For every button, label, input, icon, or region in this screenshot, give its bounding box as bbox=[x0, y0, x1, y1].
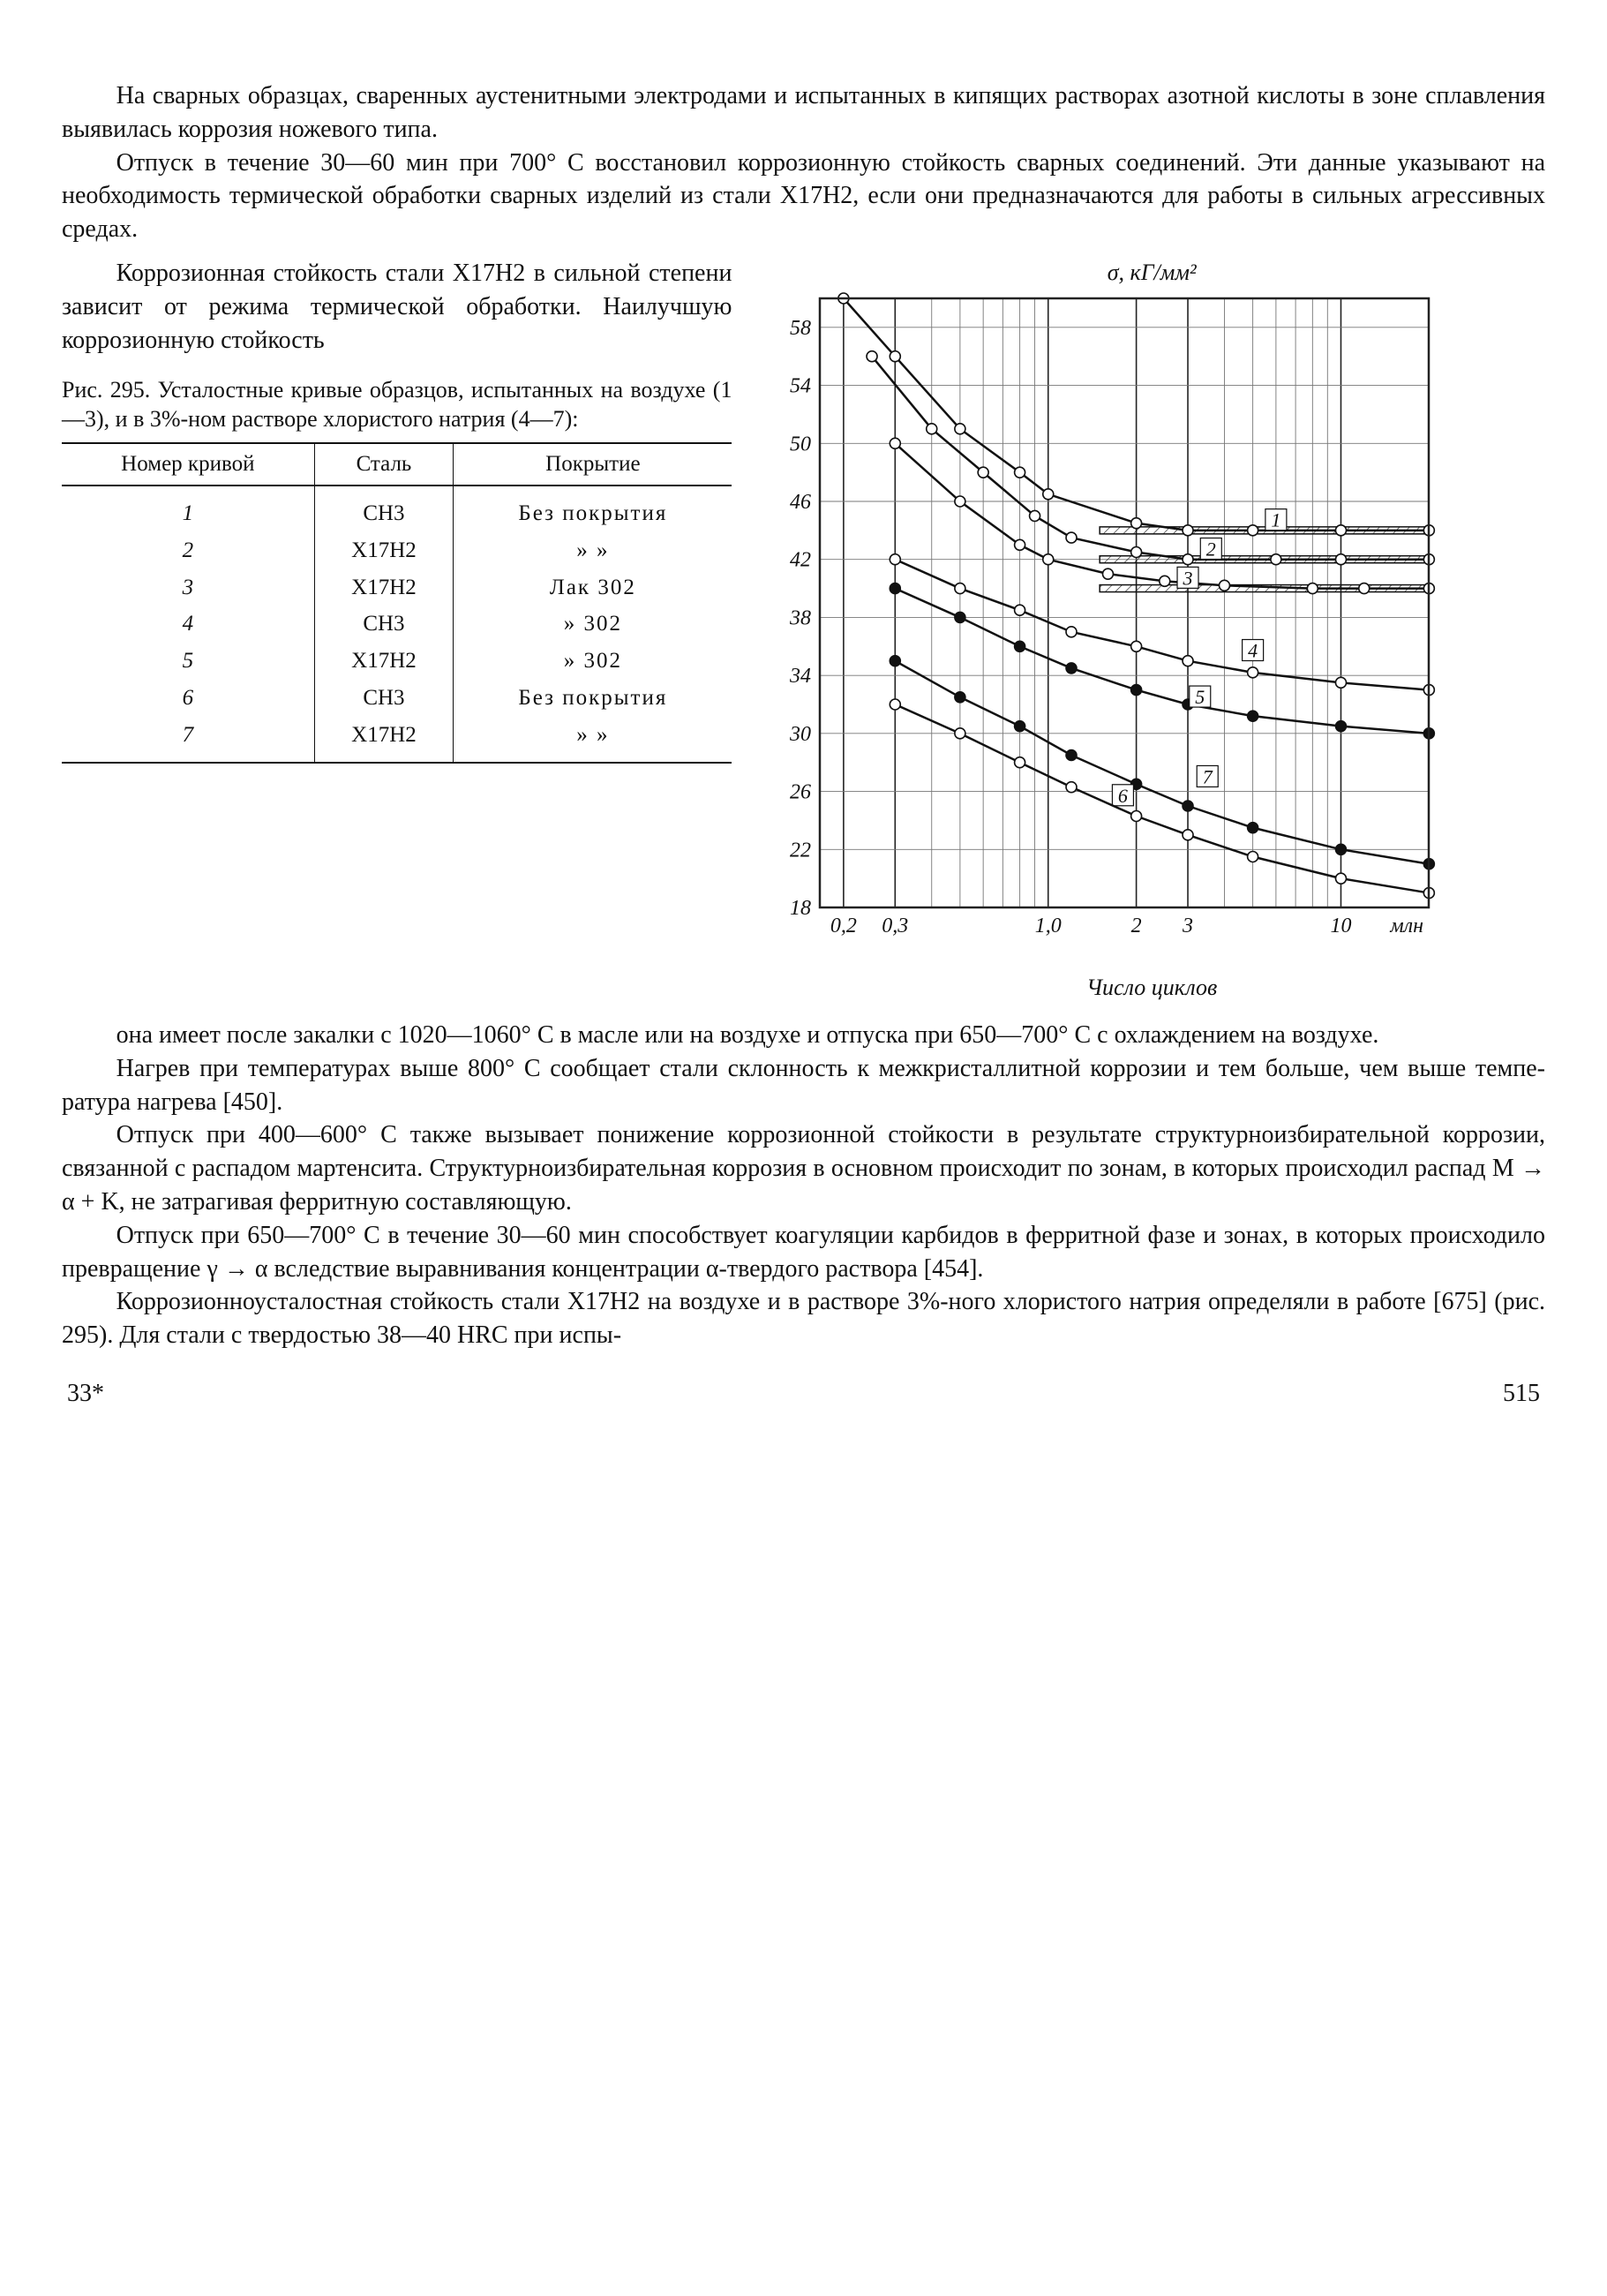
coating-cell: » » bbox=[454, 532, 732, 569]
svg-text:22: 22 bbox=[790, 839, 811, 862]
table-row: 1СН3Без покрытия bbox=[62, 486, 732, 532]
table-header: Покрытие bbox=[454, 443, 732, 486]
fatigue-chart: 18222630343842465054580,20,31,02310млн12… bbox=[758, 290, 1446, 960]
table-row: 2Х17Н2» » bbox=[62, 532, 732, 569]
paragraph: Нагрев при температурах выше 800° С сооб… bbox=[62, 1052, 1545, 1119]
chart-x-axis-title: Число циклов bbox=[758, 972, 1545, 1003]
page-footer: 33* 515 bbox=[62, 1377, 1545, 1411]
steel-cell: Х17Н2 bbox=[314, 717, 454, 764]
curve-number: 5 bbox=[62, 643, 314, 680]
curve-number: 1 bbox=[62, 486, 314, 532]
coating-cell: Без покрытия bbox=[454, 680, 732, 717]
coating-cell: » 302 bbox=[454, 606, 732, 643]
table-row: 7Х17Н2» » bbox=[62, 717, 732, 764]
svg-text:50: 50 bbox=[790, 433, 811, 455]
svg-text:1: 1 bbox=[1272, 509, 1281, 531]
steel-cell: СН3 bbox=[314, 680, 454, 717]
steel-cell: СН3 bbox=[314, 486, 454, 532]
paragraph: На сварных образцах, сваренных аустенитн… bbox=[62, 79, 1545, 147]
table-header: Номер кривой bbox=[62, 443, 314, 486]
table-row: 6СН3Без покрытия bbox=[62, 680, 732, 717]
svg-text:46: 46 bbox=[790, 491, 811, 514]
chart-wrap: σ, кГ/мм² 18222630343842465054580,20,31,… bbox=[758, 257, 1545, 1003]
svg-text:2: 2 bbox=[1206, 538, 1216, 561]
curve-number: 7 bbox=[62, 717, 314, 764]
steel-cell: Х17Н2 bbox=[314, 532, 454, 569]
paragraph: Отпуск при 650—700° С в течение 30—60 ми… bbox=[62, 1219, 1545, 1286]
svg-text:42: 42 bbox=[790, 549, 811, 572]
svg-text:4: 4 bbox=[1249, 640, 1258, 662]
curve-number: 6 bbox=[62, 680, 314, 717]
figure-left-column: Коррозионная стойкость стали Х17Н2 в сил… bbox=[62, 257, 732, 764]
svg-text:18: 18 bbox=[790, 897, 811, 920]
svg-text:0,2: 0,2 bbox=[830, 915, 857, 937]
curve-number: 2 bbox=[62, 532, 314, 569]
svg-text:58: 58 bbox=[790, 317, 811, 340]
steel-cell: Х17Н2 bbox=[314, 569, 454, 606]
svg-text:2: 2 bbox=[1131, 915, 1142, 937]
paragraph: Отпуск при 400—600° С также вызывает пон… bbox=[62, 1118, 1545, 1218]
steel-cell: Х17Н2 bbox=[314, 643, 454, 680]
chart-y-unit: σ, кГ/мм² bbox=[758, 257, 1545, 288]
svg-text:млн: млн bbox=[1390, 915, 1424, 937]
figure-right-column: σ, кГ/мм² 18222630343842465054580,20,31,… bbox=[758, 257, 1545, 1003]
svg-text:38: 38 bbox=[789, 607, 811, 630]
coating-cell: Без покрытия bbox=[454, 486, 732, 532]
svg-text:3: 3 bbox=[1182, 915, 1193, 937]
footer-left: 33* bbox=[67, 1377, 104, 1411]
curves-table: Номер кривой Сталь Покрытие 1СН3Без покр… bbox=[62, 442, 732, 764]
coating-cell: » » bbox=[454, 717, 732, 764]
svg-text:34: 34 bbox=[789, 665, 811, 688]
figure-block: Коррозионная стойкость стали Х17Н2 в сил… bbox=[62, 257, 1545, 1003]
paragraph: Отпуск в течение 30—60 мин при 700° С во… bbox=[62, 147, 1545, 246]
curve-number: 4 bbox=[62, 606, 314, 643]
coating-cell: » 302 bbox=[454, 643, 732, 680]
table-body: 1СН3Без покрытия2Х17Н2» »3Х17Н2Лак 3024С… bbox=[62, 486, 732, 763]
page: На сварных образцах, сваренных аустенитн… bbox=[62, 79, 1545, 1411]
svg-text:5: 5 bbox=[1196, 686, 1205, 708]
svg-text:54: 54 bbox=[790, 375, 811, 398]
footer-right: 515 bbox=[1503, 1377, 1540, 1411]
svg-text:1,0: 1,0 bbox=[1035, 915, 1062, 937]
steel-cell: СН3 bbox=[314, 606, 454, 643]
paragraph: Коррозионноусталостная стойкость стали Х… bbox=[62, 1285, 1545, 1352]
svg-text:26: 26 bbox=[790, 781, 811, 804]
table-header: Сталь bbox=[314, 443, 454, 486]
figure-caption: Рис. 295. Усталостные кривые об­разцов, … bbox=[62, 376, 732, 433]
svg-text:7: 7 bbox=[1203, 766, 1213, 788]
svg-text:3: 3 bbox=[1183, 567, 1193, 589]
svg-text:0,3: 0,3 bbox=[882, 915, 909, 937]
svg-text:10: 10 bbox=[1331, 915, 1352, 937]
curve-number: 3 bbox=[62, 569, 314, 606]
svg-text:6: 6 bbox=[1118, 785, 1128, 807]
svg-text:30: 30 bbox=[789, 723, 811, 746]
table-row: 4СН3» 302 bbox=[62, 606, 732, 643]
table-row: 3Х17Н2Лак 302 bbox=[62, 569, 732, 606]
table-row: 5Х17Н2» 302 bbox=[62, 643, 732, 680]
paragraph: она имеет после закалки с 1020—1060° С в… bbox=[62, 1019, 1545, 1052]
coating-cell: Лак 302 bbox=[454, 569, 732, 606]
paragraph-wrapped: Коррозионная стойкость стали Х17Н2 в сил… bbox=[62, 257, 732, 357]
